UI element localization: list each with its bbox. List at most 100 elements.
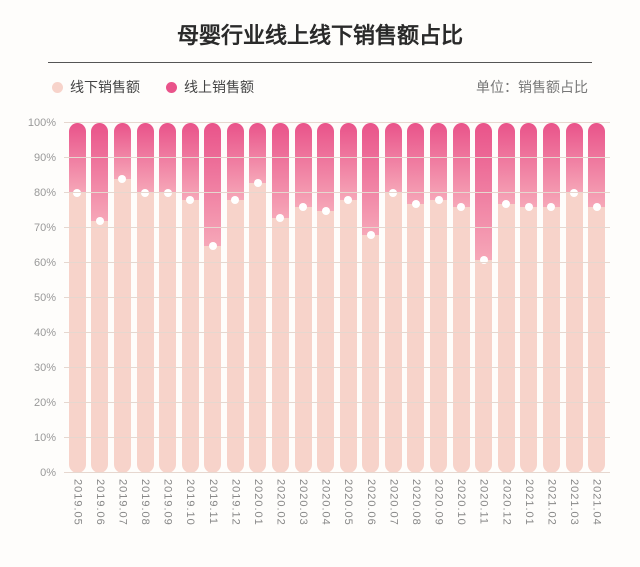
x-tick-label: 2020.08 [410,479,422,559]
x-tick-label: 2019.07 [116,479,128,559]
stacked-bar [227,123,244,473]
x-tick-label: 2019.12 [229,479,241,559]
bar-segment-offline [137,193,154,473]
x-tick-label: 2021.01 [523,479,535,559]
x-tick-label: 2019.11 [207,479,219,559]
bar-column [292,123,315,473]
unit-label: 单位：销售额占比 [476,77,588,97]
y-tick-label: 50% [34,292,56,304]
bar-marker [209,242,217,250]
bar-segment-online [520,123,537,207]
x-tick-label: 2020.03 [297,479,309,559]
y-tick-label: 60% [34,257,56,269]
bar-marker [344,196,352,204]
legend-row: 线下销售额 线上销售额 单位：销售额占比 [20,73,620,105]
legend-dot-offline [52,82,63,93]
bar-marker [412,200,420,208]
bar-column [450,123,473,473]
grid-line [64,367,610,368]
bar-segment-offline [385,193,402,473]
bar-segment-offline [159,193,176,473]
x-tick: 2021.03 [563,479,586,559]
bar-column [585,123,608,473]
bar-column [518,123,541,473]
x-tick: 2021.01 [518,479,541,559]
bar-marker [525,203,533,211]
stacked-bar [588,123,605,473]
y-tick-label: 10% [34,432,56,444]
x-tick-label: 2020.12 [500,479,512,559]
stacked-bar [543,123,560,473]
grid-line [64,472,610,473]
bar-segment-offline [340,200,357,473]
legend-dot-online [166,82,177,93]
x-tick: 2019.06 [89,479,112,559]
stacked-bar [272,123,289,473]
bar-marker [389,189,397,197]
grid-line [64,332,610,333]
y-tick-label: 40% [34,327,56,339]
x-tick-label: 2020.06 [365,479,377,559]
x-tick-label: 2021.04 [591,479,603,559]
stacked-bar [91,123,108,473]
bar-column [111,123,134,473]
x-tick: 2019.12 [224,479,247,559]
bar-column [495,123,518,473]
y-tick-label: 0% [40,467,56,479]
x-tick-label: 2020.05 [342,479,354,559]
x-axis: 2019.052019.06 2019.07 2019.08 2019.09 2019.… [64,479,610,559]
bar-marker [186,196,194,204]
grid-line [64,297,610,298]
bar-marker [299,203,307,211]
x-tick: 2019.09 [156,479,179,559]
stacked-bar [114,123,131,473]
stacked-bar [182,123,199,473]
stacked-bar [249,123,266,473]
x-tick: 2020.11 [472,479,495,559]
bar-marker [164,189,172,197]
x-tick-label: 2020.10 [455,479,467,559]
stacked-bar [69,123,86,473]
x-tick: 2020.04 [314,479,337,559]
legend-item-offline: 线下销售额 [52,77,140,97]
stacked-bar [385,123,402,473]
x-tick-label: 2019.09 [162,479,174,559]
grid-line [64,437,610,438]
bar-segment-online [272,123,289,218]
bar-segment-offline [91,221,108,473]
x-tick: 2020.06 [360,479,383,559]
x-tick: 2021.04 [585,479,608,559]
bar-column [314,123,337,473]
x-tick-label: 2020.02 [274,479,286,559]
bar-column [247,123,270,473]
stacked-bar [498,123,515,473]
bar-marker [322,207,330,215]
grid-line [64,262,610,263]
bar-column [405,123,428,473]
grid-line [64,157,610,158]
x-tick: 2019.05 [66,479,89,559]
bar-column [224,123,247,473]
legend-item-online: 线上销售额 [166,77,254,97]
x-tick: 2019.11 [201,479,224,559]
bar-segment-online [340,123,357,200]
stacked-bar [475,123,492,473]
bar-marker [73,189,81,197]
bar-segment-offline [272,218,289,474]
bar-segment-online [453,123,470,207]
bar-segment-offline [566,193,583,473]
chart-container: 母婴行业线上线下销售额占比 线下销售额 线上销售额 单位：销售额占比 0%10%… [0,0,640,567]
x-tick: 2019.07 [111,479,134,559]
stacked-bar [204,123,221,473]
stacked-bar [407,123,424,473]
x-tick-label: 2019.08 [139,479,151,559]
bar-column [269,123,292,473]
bar-segment-online [114,123,131,179]
bar-segment-offline [543,207,560,473]
x-tick: 2020.12 [495,479,518,559]
bar-segment-offline [317,211,334,474]
bar-marker [231,196,239,204]
stacked-bar [520,123,537,473]
grid-line [64,122,610,123]
bar-segment-offline [407,204,424,474]
